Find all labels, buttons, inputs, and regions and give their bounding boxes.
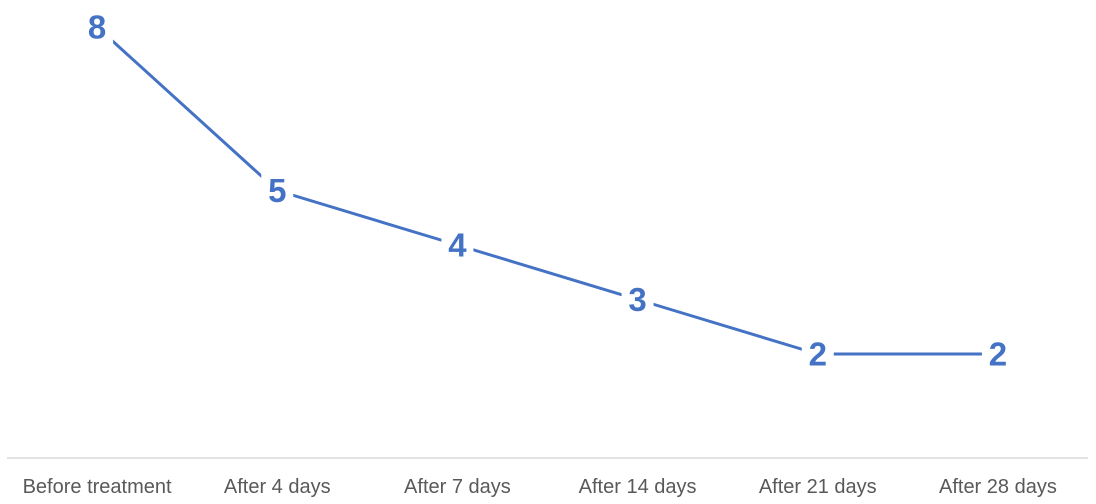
data-label-text: 2 — [809, 336, 827, 373]
data-label-4: 2 — [801, 334, 834, 374]
data-label-5: 2 — [981, 334, 1014, 374]
data-label-text: 2 — [989, 336, 1007, 373]
x-axis-tick-labels: Before treatment After 4 days After 7 days… — [23, 476, 1057, 498]
x-tick-label: After 28 days — [939, 476, 1057, 498]
data-label-text: 3 — [628, 281, 646, 318]
x-tick-label: After 7 days — [404, 476, 511, 498]
data-label-2: 4 — [441, 225, 474, 265]
data-label-3: 3 — [621, 279, 654, 320]
data-label-1: 5 — [261, 170, 294, 211]
data-label-text: 5 — [268, 172, 286, 209]
series-line — [96, 25, 998, 356]
data-label-text: 4 — [448, 227, 467, 264]
x-tick-label: After 21 days — [759, 476, 877, 498]
data-label-bg — [441, 225, 474, 265]
data-label-bg — [81, 7, 114, 47]
data-label-text: 8 — [88, 9, 106, 46]
data-label-bg — [621, 279, 654, 320]
data-label-bg — [801, 334, 834, 374]
data-label-bg — [981, 334, 1014, 374]
data-label-0: 8 — [81, 7, 114, 47]
data-label-bg — [261, 170, 294, 211]
x-tick-label: After 4 days — [224, 476, 331, 498]
x-tick-label: Before treatment — [23, 476, 172, 498]
x-tick-label: After 14 days — [579, 476, 697, 498]
data-labels: 8 5 4 3 2 2 — [81, 7, 1014, 374]
